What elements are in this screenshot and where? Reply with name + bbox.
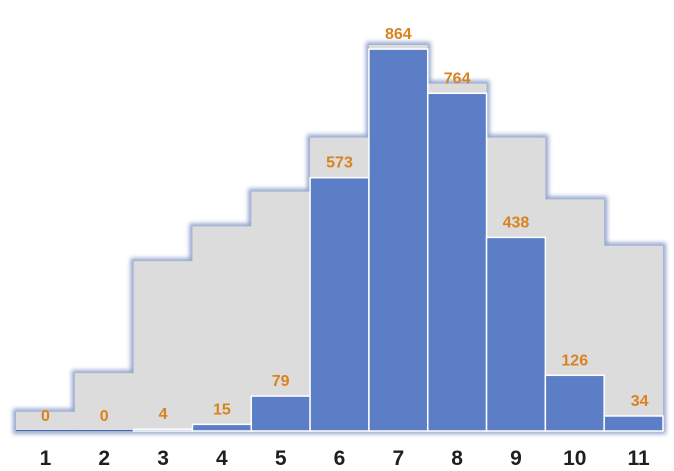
bar-3 — [132, 428, 194, 432]
category-label-2: 2 — [98, 447, 110, 470]
bar-10 — [544, 374, 605, 432]
value-label-4: 15 — [213, 401, 231, 418]
category-label-9: 9 — [510, 447, 522, 470]
value-label-9: 438 — [503, 214, 530, 231]
bar-4 — [191, 423, 253, 432]
bar-7 — [368, 48, 429, 432]
category-label-5: 5 — [275, 447, 287, 470]
category-label-4: 4 — [216, 447, 228, 470]
value-label-7: 864 — [385, 26, 412, 43]
category-label-7: 7 — [392, 447, 404, 470]
bar-5 — [250, 395, 311, 432]
value-label-11: 34 — [631, 393, 649, 410]
value-label-6: 573 — [326, 155, 353, 172]
value-label-5: 79 — [272, 373, 290, 390]
bars — [16, 48, 664, 432]
category-label-10: 10 — [563, 447, 586, 470]
bar-6 — [309, 176, 370, 432]
category-label-1: 1 — [40, 447, 52, 470]
bar-9 — [485, 236, 547, 432]
value-labels: 0 0 4 15 79 573 864 764 438 126 34 — [41, 26, 649, 425]
bar-11 — [603, 415, 664, 432]
value-label-1: 0 — [41, 408, 50, 425]
category-label-3: 3 — [157, 447, 169, 470]
category-labels: 1 2 3 4 5 6 7 8 9 10 11 — [40, 447, 650, 470]
category-label-11: 11 — [627, 447, 650, 470]
bar-2 — [74, 430, 134, 431]
bar-1 — [16, 430, 75, 431]
category-label-8: 8 — [451, 447, 463, 470]
category-label-6: 6 — [334, 447, 346, 470]
value-label-10: 126 — [561, 352, 588, 369]
value-label-2: 0 — [100, 408, 109, 425]
bar-8 — [426, 92, 488, 432]
value-label-8: 764 — [444, 70, 471, 87]
value-label-3: 4 — [159, 406, 168, 423]
